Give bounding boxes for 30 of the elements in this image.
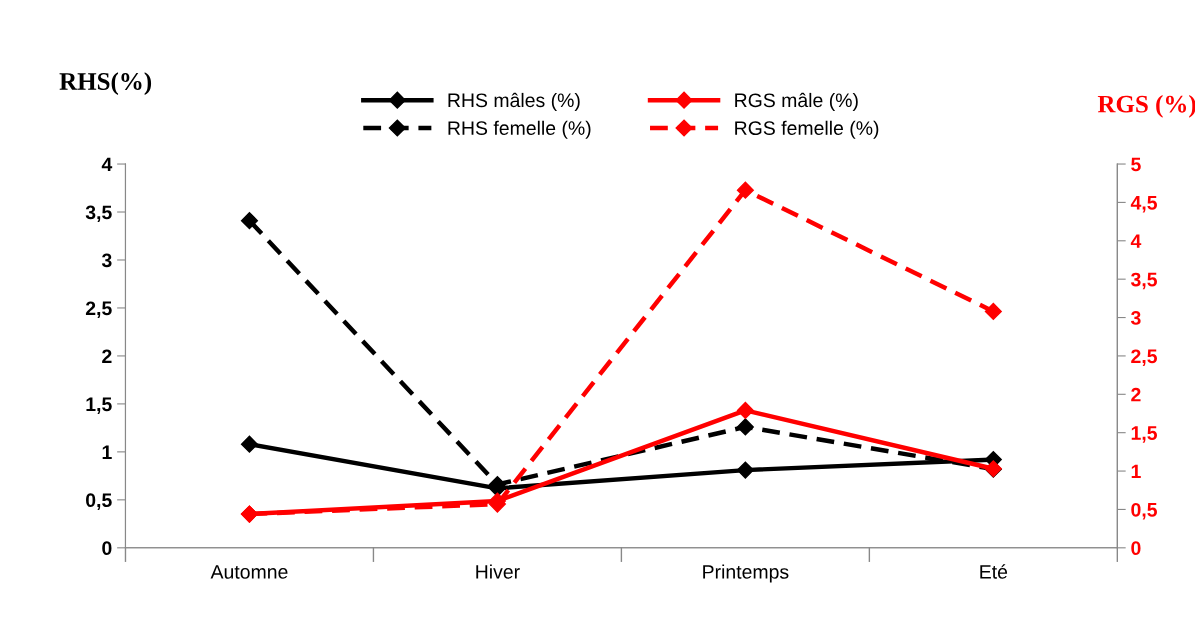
y2-tick-label: 2,5 bbox=[1131, 349, 1158, 366]
x-tick-label: Automne bbox=[210, 565, 288, 579]
y2-tick-label: 2 bbox=[1131, 387, 1141, 402]
y-tick-label: 2 bbox=[102, 349, 112, 363]
y2-tick-label: 0,5 bbox=[1131, 502, 1158, 520]
y-tick-label: 3 bbox=[101, 253, 112, 268]
y-axis-title: RHS(%) bbox=[59, 72, 152, 95]
y2-tick-label: 1 bbox=[1131, 464, 1141, 479]
y-tick-label: 4 bbox=[101, 157, 113, 172]
y2-tick-label: 0 bbox=[1131, 541, 1141, 556]
y-tick-label: 0,5 bbox=[86, 493, 112, 510]
y-tick-label: 0 bbox=[102, 541, 112, 556]
legend-label: RHS femelle (%) bbox=[448, 120, 591, 139]
y2-tick-label: 5 bbox=[1131, 157, 1141, 172]
y2-tick-label: 4 bbox=[1130, 234, 1142, 248]
legend-label: RHS mâles (%) bbox=[448, 92, 580, 111]
y2-tick-label: 3 bbox=[1130, 311, 1141, 325]
y2-tick-label: 4,5 bbox=[1130, 196, 1158, 213]
y-tick-label: 3,5 bbox=[85, 205, 112, 223]
y-tick-label: 1 bbox=[102, 445, 112, 459]
x-tick-label: Printemps bbox=[703, 564, 789, 583]
y2-axis-title: RGS (%) bbox=[1097, 94, 1195, 118]
x-tick-label: Hiver bbox=[476, 564, 520, 579]
legend-label: RGS femelle (%) bbox=[735, 120, 879, 139]
x-tick-label: Eté bbox=[980, 564, 1008, 579]
y-tick-label: 2,5 bbox=[85, 301, 112, 319]
y-tick-label: 1,5 bbox=[86, 397, 112, 414]
y2-tick-label: 1,5 bbox=[1131, 426, 1158, 443]
legend-label: RGS mâle (%) bbox=[735, 92, 858, 111]
y2-tick-label: 3,5 bbox=[1130, 272, 1158, 290]
